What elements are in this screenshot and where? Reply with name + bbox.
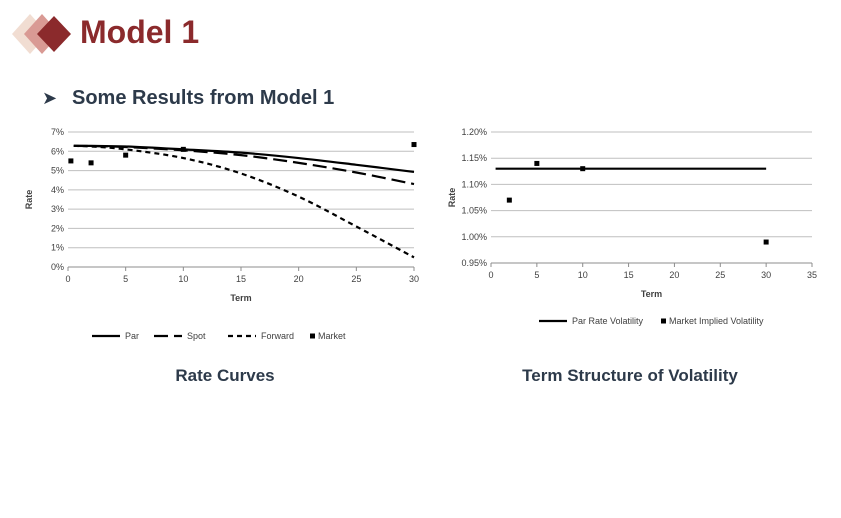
legend-label: Market Implied Volatility [669,316,764,326]
legend-marker [661,318,666,324]
legend-label: Par Rate Volatility [572,316,644,326]
x-axis-title: Term [641,289,662,299]
market-point [411,142,417,148]
legend-label: Market [318,331,346,341]
market-point [580,166,586,172]
legend-label: Spot [187,331,206,341]
y-tick-label: 6% [51,146,64,156]
rate-curves-caption: Rate Curves [175,366,275,385]
rate-curves-chart: 0% 1% 2% 3% 4% 5% 6% 7% 0 5 10 15 20 25 30 Term Rate Par S… [24,127,419,341]
x-tick-label: 30 [761,270,771,280]
x-tick-label: 25 [715,270,725,280]
legend-marker [310,333,315,339]
y-tick-label: 1.10% [461,179,487,189]
x-tick-label: 20 [669,270,679,280]
x-tick-label: 15 [624,270,634,280]
logo-diamonds-icon [12,14,71,54]
x-axis-title: Term [230,293,251,303]
series-line-par [73,144,415,174]
volatility-caption: Term Structure of Volatility [522,366,738,385]
x-tick-label: 20 [294,274,304,284]
y-tick-label: 2% [51,223,64,233]
y-tick-label: 4% [51,185,64,195]
volatility-chart: 0.95% 1.00% 1.05% 1.10% 1.15% 1.20% 0 5 10 15 20 25… [447,127,817,326]
legend-label: Par [125,331,139,341]
y-tick-label: 1% [51,243,64,253]
x-tick-label: 15 [236,274,246,284]
x-tick-label: 5 [123,274,128,284]
market-point [88,160,94,166]
section-subtitle: Some Results from Model 1 [72,86,335,109]
diamond-dark-icon [37,16,71,52]
y-tick-label: 7% [51,127,64,137]
y-tick-label: 1.15% [461,153,487,163]
market-point [763,239,769,245]
y-tick-label: 1.00% [461,232,487,242]
x-tick-label: 35 [807,270,817,280]
x-tick-label: 10 [578,270,588,280]
y-tick-label: 3% [51,204,64,214]
y-tick-label: 0.95% [461,258,487,268]
market-point [68,158,74,164]
y-tick-label: 1.20% [461,127,487,137]
market-point [180,146,186,152]
x-tick-label: 5 [534,270,539,280]
y-tick-label: 1.05% [461,206,487,216]
x-tick-label: 30 [409,274,419,284]
legend-label: Forward [261,331,294,341]
y-axis-title: Rate [447,188,457,208]
y-tick-label: 0% [51,262,64,272]
y-axis-title: Rate [24,190,34,210]
x-tick-label: 0 [488,270,493,280]
section-heading: ➤ Some Results from Model 1 [42,84,334,112]
page-title: Model 1 [80,14,200,50]
market-point [506,197,512,203]
series-line-forward [73,144,415,259]
market-point [123,152,129,158]
x-tick-label: 0 [65,274,70,284]
x-tick-label: 10 [178,274,188,284]
x-tick-label: 25 [351,274,361,284]
market-point [534,160,540,166]
y-tick-label: 5% [51,166,64,176]
arrow-bullet-icon: ➤ [42,87,58,108]
